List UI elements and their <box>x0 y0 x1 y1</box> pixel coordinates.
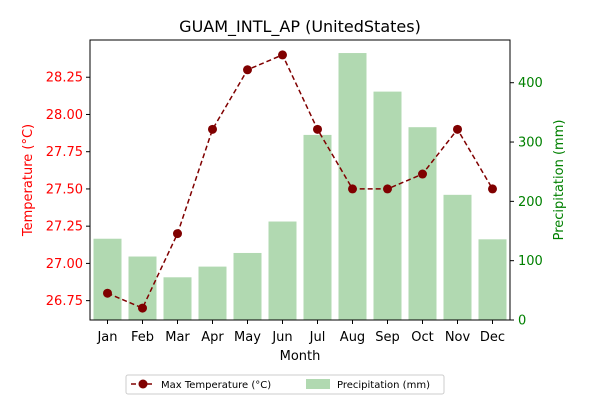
right-tick-label: 400 <box>518 76 543 91</box>
left-tick-label: 27.00 <box>46 257 83 272</box>
left-tick-label: 28.00 <box>46 108 83 123</box>
temp-point-feb <box>138 303 147 313</box>
right-tick-label: 300 <box>518 136 543 151</box>
right-axis: 0 100 200 300 400 <box>510 76 543 329</box>
right-axis-title: Precipitation (mm) <box>552 120 567 241</box>
left-axis: 26.75 27.00 27.25 27.50 27.75 28.00 28.25 <box>46 71 90 309</box>
x-tick-label: Oct <box>411 330 433 345</box>
temp-point-dec <box>488 184 497 194</box>
temp-point-aug <box>348 184 357 194</box>
x-tick-label: Jul <box>309 330 326 345</box>
right-tick-label: 0 <box>518 314 526 329</box>
x-tick-label: Sep <box>375 330 400 345</box>
temp-point-nov <box>453 124 462 134</box>
chart-title: GUAM_INTL_AP (UnitedStates) <box>179 17 421 37</box>
legend-bar-swatch <box>306 379 330 389</box>
temp-point-jul <box>313 124 322 134</box>
right-tick-label: 100 <box>518 254 543 269</box>
temp-point-mar <box>173 229 182 239</box>
precip-bar-dec <box>478 239 507 320</box>
precip-bar-sep <box>373 91 402 320</box>
temp-point-apr <box>208 124 217 134</box>
x-tick-label: Jun <box>271 330 292 345</box>
bars-layer <box>93 53 507 321</box>
x-tick-label: Aug <box>340 330 365 345</box>
legend-line-marker <box>138 379 148 389</box>
left-tick-label: 26.75 <box>46 294 83 309</box>
temp-point-jan <box>103 288 112 298</box>
precip-bar-jan <box>93 238 122 320</box>
temp-point-oct <box>418 169 427 179</box>
temp-point-jun <box>278 50 287 60</box>
x-tick-label: May <box>234 330 261 345</box>
precip-bar-apr <box>198 266 227 320</box>
left-tick-label: 27.25 <box>46 220 83 235</box>
left-tick-label: 27.50 <box>46 182 83 197</box>
legend-frame <box>125 374 445 395</box>
legend: Max Temperature (°C) Precipitation (mm) <box>125 374 445 395</box>
x-axis: Jan Feb Mar Apr May Jun Jul Aug Sep Oct Nov Dec <box>96 320 505 345</box>
precip-bar-oct <box>408 127 437 320</box>
x-tick-label: Apr <box>201 330 224 345</box>
x-tick-label: Jan <box>96 330 117 345</box>
right-tick-label: 200 <box>518 195 543 210</box>
temp-point-sep <box>383 184 392 194</box>
left-tick-label: 28.25 <box>46 71 83 86</box>
precip-bar-may <box>233 252 262 320</box>
legend-bar-label: Precipitation (mm) <box>337 380 430 391</box>
temp-point-may <box>243 65 252 75</box>
x-tick-label: Feb <box>131 330 154 345</box>
legend-line-label: Max Temperature (°C) <box>161 380 271 391</box>
precip-bar-nov <box>443 194 472 320</box>
left-axis-title: Temperature (°C) <box>21 124 36 237</box>
x-tick-label: Nov <box>445 330 471 345</box>
precip-bar-jun <box>268 221 297 320</box>
x-tick-label: Mar <box>165 330 190 345</box>
x-tick-label: Dec <box>480 330 505 345</box>
temp-line <box>107 53 494 310</box>
x-axis-title: Month <box>280 349 321 364</box>
left-tick-label: 27.75 <box>46 145 83 160</box>
line-layer <box>103 50 497 313</box>
precip-bar-mar <box>163 277 192 320</box>
precip-bar-jul <box>303 134 332 320</box>
plot-frame <box>89 39 511 321</box>
